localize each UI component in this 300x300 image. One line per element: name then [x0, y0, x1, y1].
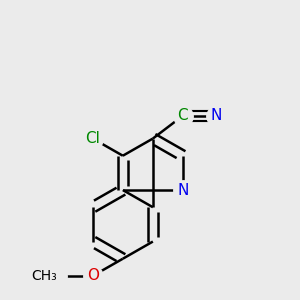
Text: N: N — [177, 183, 189, 198]
Text: C: C — [178, 108, 188, 123]
Text: O: O — [87, 268, 99, 284]
Text: Cl: Cl — [85, 131, 100, 146]
Text: N: N — [210, 108, 221, 123]
Text: CH₃: CH₃ — [31, 269, 57, 283]
